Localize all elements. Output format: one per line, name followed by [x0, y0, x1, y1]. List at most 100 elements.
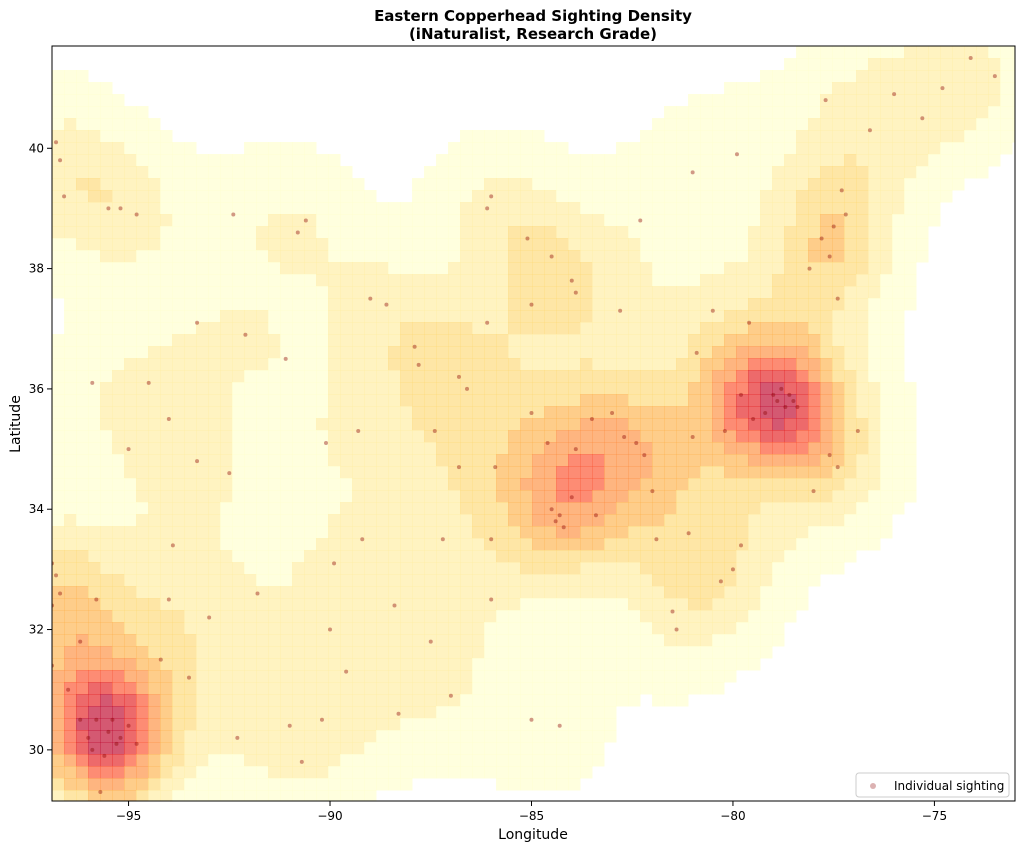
density-cell: [928, 142, 941, 155]
density-cell: [220, 274, 233, 287]
density-cell: [808, 238, 821, 251]
density-cell: [496, 274, 509, 287]
density-cell: [784, 454, 797, 467]
density-cell: [736, 610, 749, 623]
density-cell: [244, 430, 257, 443]
density-cell: [280, 382, 293, 395]
density-cell: [532, 622, 545, 635]
density-cell: [460, 286, 473, 299]
density-cell: [604, 298, 617, 311]
density-cell: [496, 286, 509, 299]
density-cell: [352, 190, 365, 203]
density-cell: [640, 262, 653, 275]
density-cell: [340, 490, 353, 503]
density-cell: [112, 610, 125, 623]
density-cell: [376, 538, 389, 551]
density-cell: [244, 706, 257, 719]
density-cell: [316, 490, 329, 503]
density-cell: [724, 658, 737, 671]
density-cell: [244, 322, 257, 335]
density-cell: [232, 178, 245, 191]
density-cell: [460, 238, 473, 251]
density-cell: [628, 490, 641, 503]
density-cell: [568, 154, 581, 167]
density-cell: [544, 178, 557, 191]
density-cell: [520, 610, 533, 623]
density-cell: [496, 250, 509, 263]
density-cell: [700, 262, 713, 275]
density-cell: [280, 466, 293, 479]
density-cell: [532, 454, 545, 467]
density-cell: [472, 598, 485, 611]
density-cell: [880, 418, 893, 431]
density-cell: [112, 682, 125, 695]
density-cell: [316, 682, 329, 695]
density-cell: [256, 526, 269, 539]
density-cell: [616, 166, 629, 179]
density-cell: [52, 670, 65, 683]
density-cell: [340, 358, 353, 371]
density-cell: [88, 262, 101, 275]
density-cell: [376, 286, 389, 299]
density-cell: [124, 562, 137, 575]
density-cell: [556, 562, 569, 575]
density-cell: [544, 166, 557, 179]
density-cell: [376, 382, 389, 395]
density-cell: [856, 70, 869, 83]
density-cell: [340, 502, 353, 515]
density-cell: [124, 682, 137, 695]
density-cell: [316, 274, 329, 287]
density-cell: [364, 454, 377, 467]
density-cell: [748, 310, 761, 323]
sighting: [118, 206, 123, 211]
density-cell: [232, 238, 245, 251]
density-cell: [532, 202, 545, 215]
density-cell: [1000, 94, 1013, 107]
density-cell: [304, 370, 317, 383]
density-cell: [184, 754, 197, 767]
density-cell: [868, 334, 881, 347]
density-cell: [544, 250, 557, 263]
density-cell: [652, 118, 665, 131]
density-cell: [328, 682, 341, 695]
density-cell: [616, 538, 629, 551]
density-cell: [448, 250, 461, 263]
sighting: [674, 627, 679, 632]
density-cell: [304, 382, 317, 395]
density-cell: [856, 178, 869, 191]
density-cell: [508, 442, 521, 455]
density-cell: [868, 418, 881, 431]
density-cell: [652, 214, 665, 227]
density-cell: [592, 406, 605, 419]
density-cell: [364, 550, 377, 563]
density-cell: [484, 454, 497, 467]
density-cell: [652, 286, 665, 299]
density-cell: [616, 646, 629, 659]
density-cell: [772, 166, 785, 179]
density-cell: [604, 658, 617, 671]
density-cell: [1000, 130, 1013, 143]
density-cell: [808, 154, 821, 167]
density-cell: [292, 178, 305, 191]
density-cell: [496, 718, 509, 731]
density-cell: [520, 298, 533, 311]
density-cell: [88, 466, 101, 479]
density-cell: [100, 430, 113, 443]
density-cell: [124, 490, 137, 503]
density-cell: [364, 634, 377, 647]
density-cell: [580, 718, 593, 731]
density-cell: [664, 646, 677, 659]
density-cell: [160, 586, 173, 599]
density-cell: [772, 502, 785, 515]
density-cell: [328, 658, 341, 671]
density-cell: [496, 418, 509, 431]
density-cell: [628, 430, 641, 443]
density-cell: [292, 442, 305, 455]
density-cell: [352, 538, 365, 551]
density-cell: [112, 202, 125, 215]
density-cell: [604, 502, 617, 515]
density-cell: [220, 334, 233, 347]
density-cell: [316, 322, 329, 335]
density-cell: [820, 214, 833, 227]
density-cell: [232, 754, 245, 767]
